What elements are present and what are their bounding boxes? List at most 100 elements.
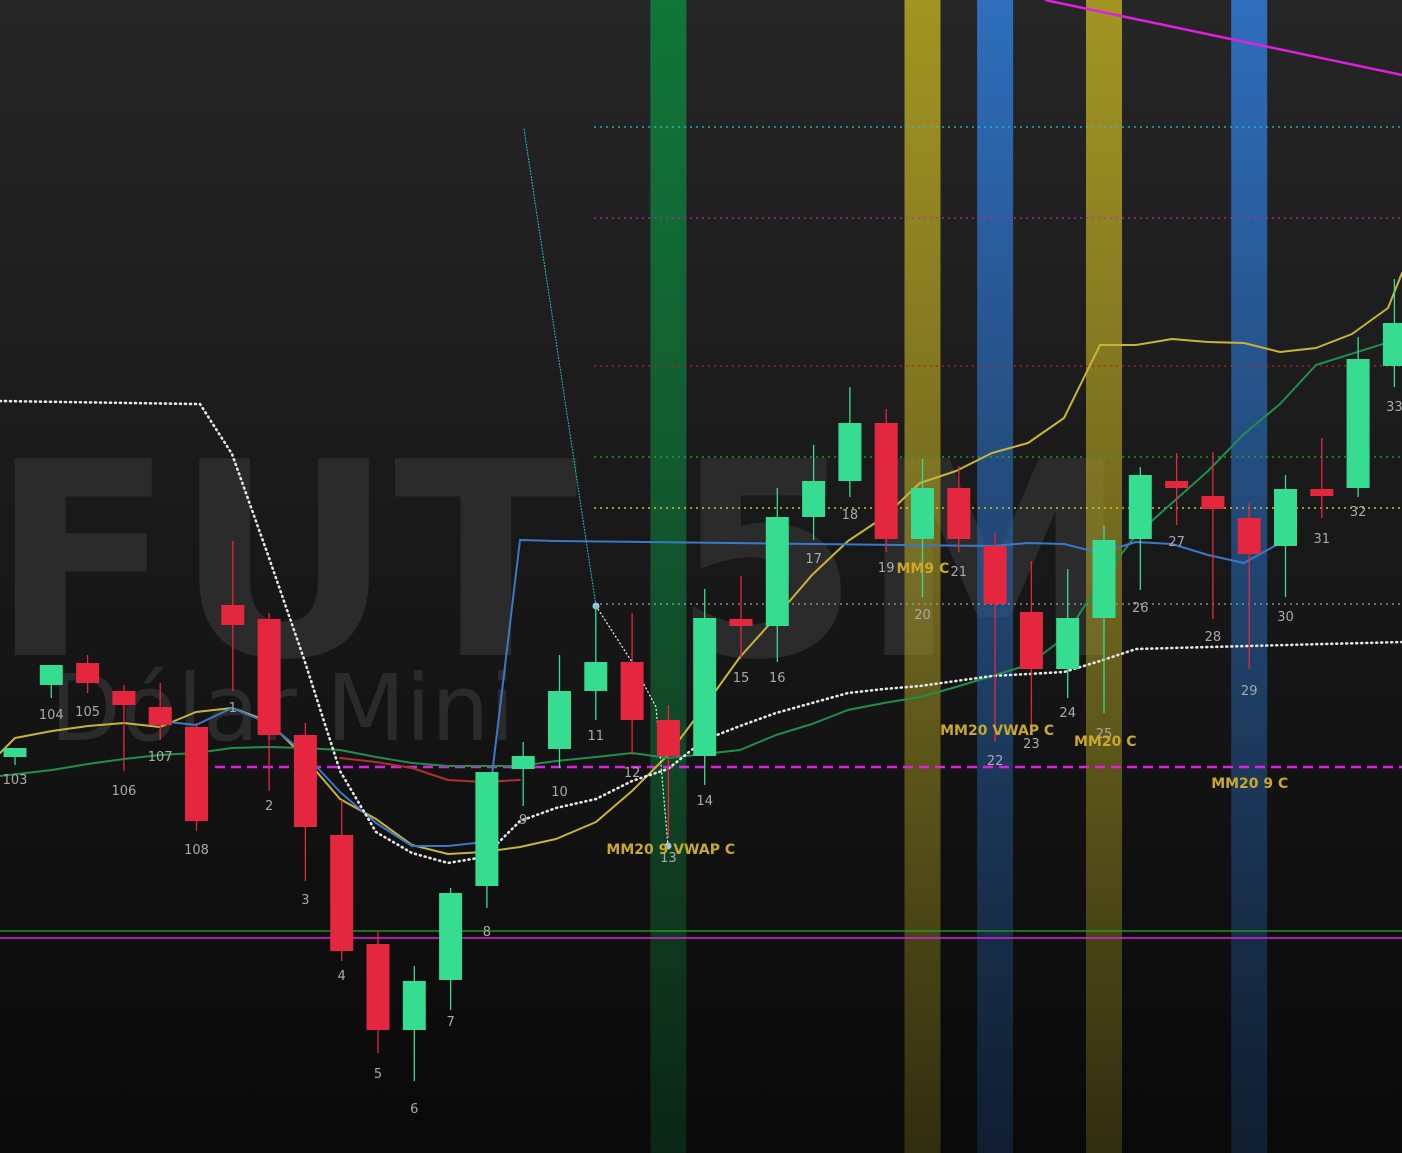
- signal-band: [650, 0, 687, 1153]
- bar-number-label: 23: [1023, 737, 1040, 752]
- candle-body: [185, 727, 208, 821]
- candle-body: [802, 481, 826, 517]
- bar-number-label: 13: [660, 851, 677, 866]
- candle-body: [765, 517, 789, 626]
- candle[interactable]: [366, 931, 390, 1053]
- candle-body: [548, 691, 571, 749]
- bar-number-label: 33: [1386, 400, 1402, 415]
- candle-body: [366, 944, 390, 1030]
- candle-body: [947, 488, 971, 539]
- bar-number-label: 105: [75, 705, 100, 720]
- candle-body: [511, 756, 535, 769]
- bar-number-label: 8: [483, 925, 491, 940]
- candle[interactable]: [983, 533, 1007, 742]
- candle[interactable]: [765, 488, 789, 662]
- candle-body: [1310, 489, 1334, 496]
- bar-number-label: 14: [696, 794, 713, 809]
- candle[interactable]: [3, 748, 27, 765]
- signal-annotation: MM20 C: [1074, 734, 1137, 750]
- candle-body: [402, 981, 426, 1030]
- bar-number-label: 22: [987, 754, 1004, 769]
- signal-annotation: MM20 9 VWAP C: [606, 842, 735, 858]
- candle-body: [693, 618, 717, 756]
- candle[interactable]: [1092, 525, 1116, 713]
- candle[interactable]: [656, 705, 680, 838]
- signal-annotation: MM20 VWAP C: [940, 723, 1054, 739]
- candle-body: [911, 488, 934, 539]
- candle[interactable]: [1056, 569, 1080, 698]
- candle[interactable]: [584, 605, 608, 720]
- candle[interactable]: [475, 772, 499, 908]
- bar-number-label: 7: [446, 1015, 454, 1030]
- candle[interactable]: [1165, 453, 1189, 525]
- candle-body: [1237, 518, 1261, 554]
- candle-body: [584, 662, 608, 691]
- candle[interactable]: [402, 966, 426, 1081]
- bar-number-label: 18: [842, 508, 859, 523]
- bar-number-label: 16: [769, 671, 786, 686]
- bar-number-label: 24: [1059, 706, 1076, 721]
- bar-number-label: 107: [148, 750, 173, 765]
- bar-number-label: 20: [914, 608, 931, 623]
- pivot-marker[interactable]: [664, 842, 672, 850]
- candle[interactable]: [693, 589, 717, 785]
- bar-number-label: 31: [1314, 532, 1331, 547]
- candle[interactable]: [1201, 452, 1225, 619]
- candle[interactable]: [802, 445, 826, 540]
- signal-annotation: MM9 C: [897, 561, 950, 577]
- bar-number-label: 27: [1168, 535, 1185, 550]
- candle[interactable]: [1382, 279, 1402, 387]
- candle[interactable]: [330, 800, 354, 961]
- candle[interactable]: [1346, 337, 1370, 497]
- bar-number-label: 106: [111, 784, 136, 799]
- bar-number-label: 12: [624, 766, 641, 781]
- bar-number-label: 6: [410, 1102, 418, 1117]
- candle[interactable]: [511, 742, 535, 806]
- candle[interactable]: [874, 409, 898, 552]
- candle-body: [112, 691, 136, 705]
- candle-body: [729, 619, 753, 626]
- lead-dotted-gray-line: [595, 605, 669, 847]
- bar-number-label: 1: [229, 701, 237, 716]
- candles[interactable]: [3, 279, 1402, 1081]
- bar-number-label: 19: [878, 561, 895, 576]
- bar-number-label: 104: [39, 708, 64, 723]
- candle[interactable]: [112, 685, 136, 771]
- candle[interactable]: [947, 466, 971, 552]
- candle-body: [1382, 323, 1402, 366]
- candle[interactable]: [911, 459, 934, 597]
- bar-number-label: 10: [551, 785, 568, 800]
- candle[interactable]: [257, 613, 281, 791]
- candle-body: [39, 665, 63, 685]
- candle[interactable]: [76, 655, 100, 693]
- candle-body: [1201, 496, 1225, 509]
- candle[interactable]: [148, 683, 172, 740]
- candle[interactable]: [729, 576, 753, 659]
- bar-number-label: 21: [951, 565, 968, 580]
- candle[interactable]: [39, 665, 63, 698]
- candle[interactable]: [838, 387, 862, 497]
- price-levels: [0, 0, 1402, 939]
- bar-number-label: 103: [3, 773, 28, 788]
- candle-body: [76, 663, 100, 683]
- candle[interactable]: [221, 541, 245, 691]
- candle-body: [620, 662, 644, 720]
- bar-number-label: 4: [338, 969, 346, 984]
- bar-number-label: 26: [1132, 601, 1149, 616]
- candle[interactable]: [439, 888, 463, 1010]
- bar-number-label: 28: [1205, 630, 1222, 645]
- candle[interactable]: [1310, 438, 1334, 518]
- candle[interactable]: [1237, 503, 1261, 669]
- trend-line: [1044, 0, 1402, 77]
- candle[interactable]: [1274, 475, 1297, 597]
- candle[interactable]: [185, 723, 208, 831]
- candle-body: [1346, 359, 1370, 488]
- candle[interactable]: [1019, 561, 1043, 727]
- candle[interactable]: [620, 613, 644, 755]
- candle[interactable]: [293, 723, 317, 881]
- candle-body: [439, 893, 463, 980]
- candle[interactable]: [548, 655, 571, 768]
- candle[interactable]: [1128, 467, 1152, 590]
